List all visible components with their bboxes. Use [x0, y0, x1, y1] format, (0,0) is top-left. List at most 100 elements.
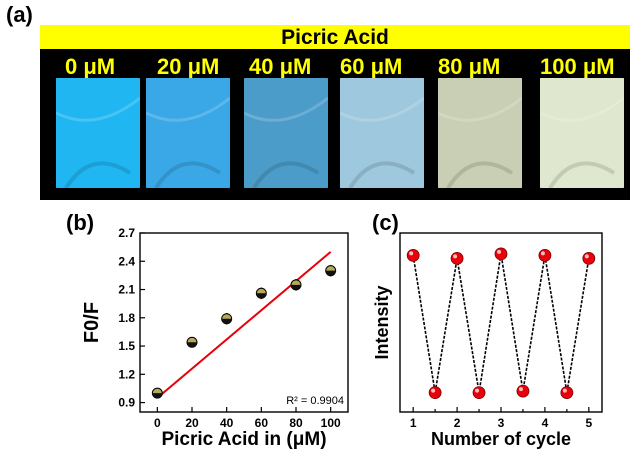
film-photo-swatch [340, 78, 424, 188]
panel-label-c: (c) [372, 210, 399, 235]
y-tick: 0.9 [118, 396, 145, 410]
marker-highlight [584, 254, 589, 259]
data-point [255, 287, 267, 300]
marker [472, 386, 486, 400]
y-tick-label: 1.2 [118, 367, 135, 381]
y-tick: 1.8 [118, 311, 145, 325]
concentration-label: 0 μM [65, 54, 116, 79]
concentration-label: 60 μM [340, 54, 403, 79]
photo-strip-title: Picric Acid [40, 25, 630, 49]
data-point [472, 386, 486, 400]
film-photo-swatch [146, 78, 230, 188]
data-point [516, 384, 530, 398]
marker [406, 248, 420, 262]
concentration-label: 80 μM [438, 54, 501, 79]
marker [582, 251, 596, 265]
marker-highlight [409, 251, 414, 256]
marker [538, 248, 552, 262]
data-point [290, 279, 302, 291]
x-tick: 1 [410, 407, 417, 430]
marker [428, 386, 442, 400]
marker-shade [221, 318, 232, 324]
data-point [582, 251, 596, 265]
x-tick-label: 40 [220, 416, 234, 430]
concentration-label: 100 μM [540, 54, 615, 79]
x-tick-label: 1 [410, 416, 417, 430]
marker-highlight [497, 249, 501, 254]
data-point [186, 336, 198, 348]
data-point [151, 387, 163, 399]
concentration-label: 20 μM [157, 54, 220, 79]
marker-shade [152, 393, 163, 399]
marker-shade [256, 293, 267, 299]
x-tick: 3 [498, 407, 505, 430]
y-tick-label: 1.8 [118, 311, 135, 325]
plot-b-frame [139, 232, 349, 413]
data-point [221, 312, 233, 325]
film-photo-swatch [244, 78, 328, 188]
y-tick-label: 1.5 [118, 339, 135, 353]
x-tick: 4 [542, 407, 549, 430]
x-tick: 40 [220, 407, 234, 430]
plot-b: 0.9 1.2 1.5 1.8 2.1 2.4 2.7 0 20 40 60 80 100 R² = 0.… [81, 226, 349, 450]
x-tick: 80 [289, 407, 303, 430]
x-tick: 20 [185, 407, 199, 430]
marker-shade [325, 270, 336, 276]
marker-highlight [453, 254, 458, 259]
x-tick: 0 [154, 407, 161, 430]
photo-strip-panel: Picric Acid 0 μM 20 μM 40 μM 60 μM 80 μM 100 … [40, 25, 630, 200]
plot-c: 1 2 3 4 5 Intensity Number of cycle [372, 232, 603, 449]
x-axis-title: Picric Acid in (μM) [161, 429, 326, 450]
y-tick-label: 0.9 [118, 396, 135, 410]
y-tick: 1.5 [118, 339, 145, 353]
y-tick: 1.2 [118, 367, 145, 381]
y-tick: 2.1 [118, 283, 145, 297]
data-point [560, 386, 574, 400]
marker-highlight [475, 388, 480, 393]
x-tick-label: 0 [154, 416, 161, 430]
panel-label-b: (b) [66, 210, 95, 235]
y-tick-label: 2.7 [118, 226, 135, 240]
x-tick: 60 [255, 407, 269, 430]
marker [450, 251, 464, 265]
concentration-label: 40 μM [249, 54, 312, 79]
cycle-line [412, 253, 590, 393]
marker-highlight [431, 388, 436, 393]
panel-label-a: (a) [6, 2, 33, 27]
y-tick: 2.4 [118, 254, 145, 268]
x-tick-label: 80 [289, 416, 303, 430]
x-tick-label: 3 [498, 416, 505, 430]
film-photo-swatch [540, 78, 624, 188]
y-tick: 2.7 [118, 226, 145, 240]
x-tick: 2 [454, 407, 461, 430]
marker-shade [187, 342, 197, 348]
x-axis-title: Number of cycle [431, 429, 571, 449]
marker [494, 247, 508, 261]
data-point [325, 264, 337, 277]
data-point [450, 251, 464, 265]
x-tick-label: 5 [585, 416, 592, 430]
r-squared-annotation: R² = 0.9904 [286, 395, 344, 407]
marker-highlight [518, 387, 523, 392]
data-point [494, 247, 508, 261]
x-tick-label: 20 [185, 416, 199, 430]
marker-highlight [540, 251, 545, 256]
data-point [538, 248, 552, 262]
y-axis-title: Intensity [372, 285, 392, 359]
x-tick-label: 100 [321, 416, 341, 430]
film-photo-swatch [56, 78, 140, 188]
marker-shade [291, 284, 301, 290]
marker [560, 386, 574, 400]
x-tick: 100 [321, 407, 341, 430]
data-point [406, 248, 420, 262]
y-tick-label: 2.1 [118, 283, 135, 297]
x-tick-label: 2 [454, 416, 461, 430]
data-point [428, 386, 442, 400]
y-tick-label: 2.4 [118, 254, 135, 268]
y-axis-title: F0/F [81, 302, 103, 343]
marker [516, 384, 530, 398]
film-photo-swatch [438, 78, 522, 188]
x-tick-label: 60 [255, 416, 269, 430]
fit-line [156, 251, 332, 399]
